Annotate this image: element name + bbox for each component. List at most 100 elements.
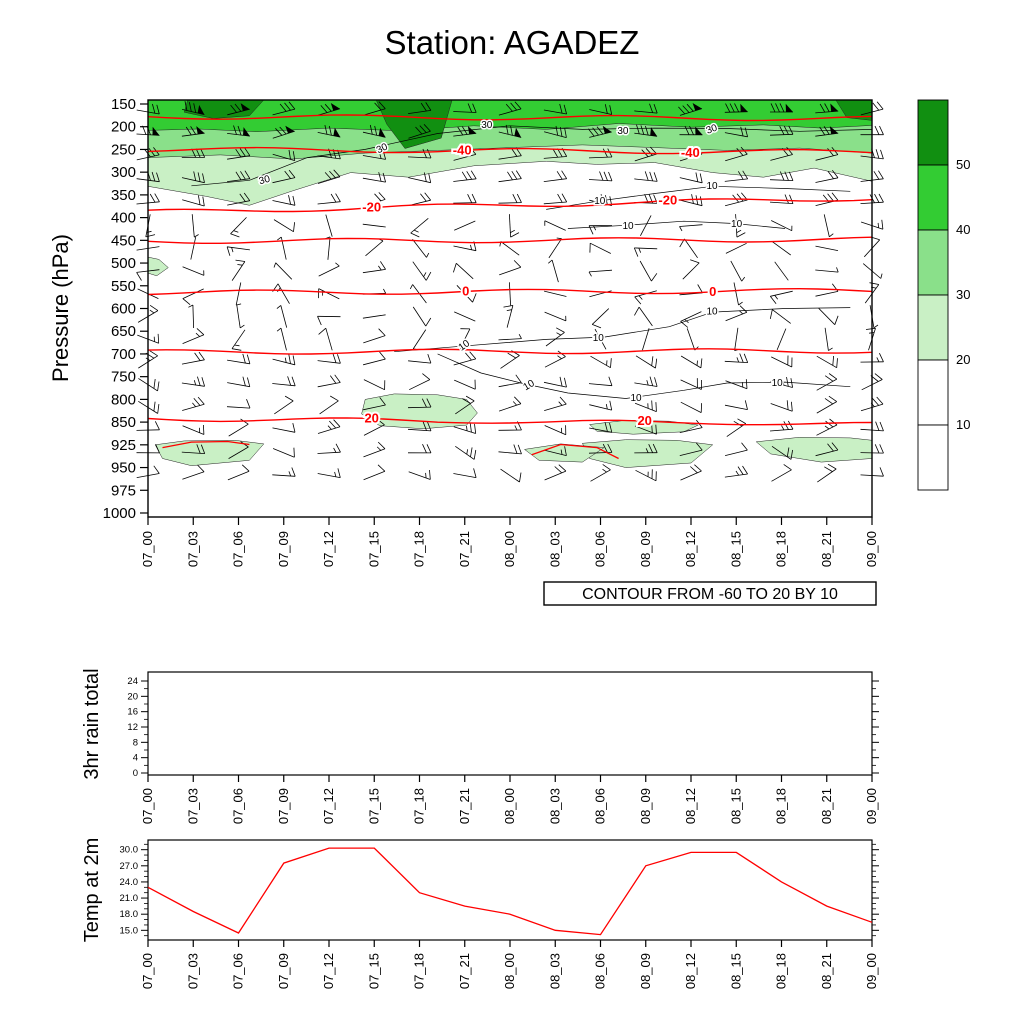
wind-barb-tick xyxy=(700,196,703,206)
wind-barb xyxy=(679,427,703,433)
wind-barb xyxy=(226,406,251,409)
wind-barb-tick xyxy=(690,259,700,264)
wind-barb xyxy=(769,133,794,136)
wind-barb-tick xyxy=(425,271,432,281)
temp-y-tick-label: 21.0 xyxy=(120,893,139,904)
time-tick-label: 07_21 xyxy=(457,531,472,567)
time-tick-label: 07_18 xyxy=(412,953,427,989)
wind-barb-tick xyxy=(689,125,694,135)
wind-barb-tick xyxy=(831,169,839,179)
black-contour-label: 10 xyxy=(731,219,743,230)
wind-barb xyxy=(543,381,567,388)
black-contour-label: 10 xyxy=(457,338,473,354)
colorbar-cell xyxy=(917,359,949,426)
wind-barb-tick xyxy=(466,449,468,455)
wind-barb xyxy=(181,382,205,387)
wind-barb-tick xyxy=(196,328,205,336)
wind-barb-tick xyxy=(318,327,327,335)
wind-barb-tick xyxy=(287,376,292,386)
time-tick-label: 08_18 xyxy=(774,788,789,824)
wind-barb-pennant xyxy=(330,103,340,111)
wind-barb xyxy=(724,360,748,363)
black-contour-line xyxy=(191,125,873,187)
wind-barb-tick xyxy=(697,284,703,294)
wind-barb-tick xyxy=(374,125,378,136)
wind-barb-tick xyxy=(879,421,884,432)
wind-barb xyxy=(679,177,703,184)
wind-barb xyxy=(498,178,522,183)
wind-barb xyxy=(815,154,838,161)
wind-barb-tick xyxy=(230,233,240,238)
wind-barb-tick xyxy=(235,171,242,181)
wind-barb xyxy=(725,449,748,456)
wind-barb-tick xyxy=(288,169,296,178)
wind-barb-tick xyxy=(329,170,336,179)
time-tick-label: 07_21 xyxy=(457,953,472,989)
wind-barb xyxy=(182,109,205,115)
wind-barb-tick xyxy=(827,463,837,470)
wind-barb-tick xyxy=(334,374,341,383)
time-tick-label: 09_00 xyxy=(864,531,879,567)
wind-barb xyxy=(407,156,432,159)
wind-barb-tick xyxy=(284,395,294,402)
rain-y-tick-label: 0 xyxy=(133,768,138,779)
wind-barb xyxy=(634,132,658,137)
wind-barb-tick xyxy=(469,422,472,433)
wind-barb xyxy=(318,265,340,277)
wind-barb-tick xyxy=(679,226,683,232)
wind-barb xyxy=(771,241,792,256)
wind-barb xyxy=(734,327,739,351)
wind-barb-tick xyxy=(651,273,658,282)
wind-barb xyxy=(680,379,702,390)
wind-barb xyxy=(412,261,427,281)
wind-barb xyxy=(679,199,703,207)
black-contour-line xyxy=(394,307,851,353)
wind-barb-tick xyxy=(824,375,834,382)
wind-barb xyxy=(500,355,520,369)
wind-barb xyxy=(363,448,386,458)
wind-barb xyxy=(453,358,476,366)
wind-barb-tick xyxy=(317,316,322,326)
time-tick-label: 08_06 xyxy=(593,531,608,567)
wind-barb xyxy=(735,214,738,238)
wind-barb-tick xyxy=(461,126,468,135)
wind-barb xyxy=(589,404,612,411)
black-contour-label: 30 xyxy=(617,126,629,137)
wind-barb-tick xyxy=(874,444,880,454)
wind-barb-tick xyxy=(506,309,512,311)
wind-barb-pennant xyxy=(830,103,839,112)
wind-barb-tick xyxy=(425,317,432,327)
pressure-tick-label: 850 xyxy=(111,414,136,431)
time-tick-label: 08_21 xyxy=(819,788,834,824)
wind-barb xyxy=(227,200,250,206)
wind-barb xyxy=(454,220,476,231)
wind-barb-tick xyxy=(876,101,884,110)
wind-barb-tick xyxy=(558,401,563,406)
wind-barb-tick xyxy=(791,401,793,412)
time-tick-label: 08_18 xyxy=(774,531,789,567)
wind-barb-tick xyxy=(881,219,884,230)
wind-barb-tick xyxy=(742,170,749,180)
wind-barb xyxy=(680,401,702,413)
wind-barb-tick xyxy=(787,420,794,430)
wind-barb xyxy=(543,178,567,182)
time-tick-label: 08_18 xyxy=(774,953,789,989)
black-contour-label: 30 xyxy=(481,120,493,131)
wind-barb-tick xyxy=(197,376,201,386)
colorbar-tick-label: 50 xyxy=(956,157,970,172)
wind-barb-tick xyxy=(873,324,879,329)
red-contour-line xyxy=(147,146,873,155)
wind-barb-tick xyxy=(783,421,789,430)
wind-barb-tick xyxy=(588,271,592,277)
wind-barb-tick xyxy=(832,355,834,366)
wind-barb-tick xyxy=(376,446,382,451)
wind-barb xyxy=(231,261,246,281)
wind-barb-pennant xyxy=(240,103,250,111)
wind-barb xyxy=(545,332,565,347)
wind-barb-tick xyxy=(154,421,160,430)
wind-barb-tick xyxy=(874,193,880,203)
time-tick-label: 07_15 xyxy=(366,953,381,989)
rain-y-tick-label: 4 xyxy=(133,753,138,764)
wind-barb-tick xyxy=(470,447,473,457)
wind-barb-tick xyxy=(288,195,291,205)
